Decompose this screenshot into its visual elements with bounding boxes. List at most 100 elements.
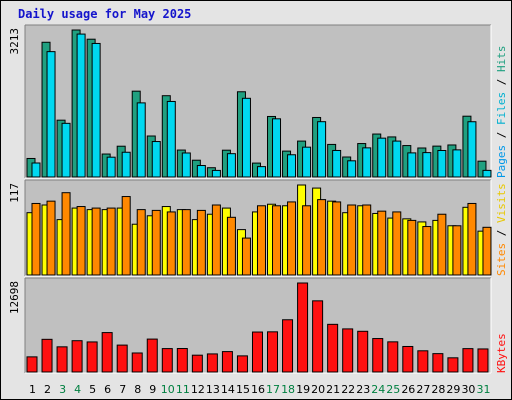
- bar-sites-day-19: [302, 205, 312, 276]
- y-max-label-top: 3213: [8, 28, 21, 55]
- bar-kbytes-day-30: [462, 348, 474, 373]
- bar-sites-day-27: [422, 226, 432, 276]
- bar-sites-day-17: [272, 205, 282, 276]
- bar-sites-day-22: [347, 204, 357, 276]
- bar-kbytes-day-12: [191, 354, 203, 373]
- bar-files-day-8: [136, 102, 146, 178]
- legend-item-hits: Hits: [495, 46, 508, 73]
- bar-sites-day-24: [377, 210, 387, 276]
- legend-bottom: KBytes: [495, 333, 508, 373]
- x-tick-label-11: 11: [176, 383, 190, 396]
- bar-kbytes-day-23: [357, 330, 369, 373]
- bar-kbytes-day-19: [297, 282, 309, 373]
- bar-kbytes-day-7: [116, 344, 128, 373]
- x-tick-label-3: 3: [59, 383, 66, 396]
- bar-kbytes-day-11: [176, 348, 188, 373]
- legend-item-pages: Pages: [495, 145, 508, 178]
- x-tick-label-13: 13: [206, 383, 220, 396]
- bar-sites-day-12: [196, 209, 206, 276]
- bar-kbytes-day-4: [71, 340, 83, 373]
- bar-files-day-3: [61, 122, 71, 178]
- legend-item-files: Files: [495, 92, 508, 125]
- bar-files-day-1: [31, 162, 41, 178]
- bar-kbytes-day-10: [161, 348, 173, 373]
- x-tick-label-9: 9: [149, 383, 156, 396]
- bar-files-day-12: [196, 165, 206, 178]
- bar-files-day-22: [347, 160, 357, 178]
- bar-sites-day-14: [226, 216, 236, 276]
- legend-separator: /: [495, 72, 508, 92]
- x-tick-label-25: 25: [386, 383, 400, 396]
- bar-kbytes-day-2: [41, 338, 53, 373]
- bar-files-day-18: [287, 154, 297, 178]
- x-tick-label-30: 30: [461, 383, 475, 396]
- legend-item-sites: Sites: [495, 243, 508, 276]
- x-tick-label-28: 28: [431, 383, 445, 396]
- bar-sites-day-5: [91, 207, 101, 276]
- x-tick-label-15: 15: [236, 383, 250, 396]
- bar-kbytes-day-17: [267, 331, 279, 373]
- legend-top: Pages / Files / Hits: [495, 46, 508, 179]
- legend-separator: /: [495, 125, 508, 145]
- y-max-label-bottom: 12698: [8, 281, 21, 314]
- bar-kbytes-day-5: [86, 341, 98, 373]
- x-tick-label-22: 22: [341, 383, 355, 396]
- bar-files-day-25: [392, 140, 402, 178]
- x-tick-label-14: 14: [221, 383, 235, 396]
- x-tick-label-23: 23: [356, 383, 370, 396]
- chart-title: Daily usage for May 2025: [18, 7, 192, 21]
- bar-files-day-29: [452, 149, 462, 178]
- bar-kbytes-day-8: [131, 352, 143, 373]
- bar-files-day-20: [317, 121, 327, 178]
- legend-item-visits: Visits: [495, 183, 508, 223]
- bar-files-day-24: [377, 137, 387, 178]
- legend-middle: Sites / Visits: [495, 183, 508, 276]
- x-tick-label-6: 6: [104, 383, 111, 396]
- bar-sites-day-29: [452, 225, 462, 276]
- x-tick-label-17: 17: [266, 383, 280, 396]
- bar-kbytes-day-21: [327, 323, 339, 373]
- x-tick-label-29: 29: [446, 383, 460, 396]
- bar-files-day-19: [302, 146, 312, 178]
- x-tick-label-18: 18: [281, 383, 295, 396]
- bar-kbytes-day-31: [477, 348, 489, 373]
- bar-kbytes-day-16: [251, 331, 263, 373]
- bar-files-day-2: [46, 51, 56, 178]
- bar-sites-day-11: [181, 209, 191, 276]
- x-tick-label-12: 12: [191, 383, 205, 396]
- bar-kbytes-day-1: [26, 356, 38, 373]
- bar-kbytes-day-3: [56, 346, 68, 373]
- bar-sites-day-25: [392, 211, 402, 276]
- legend-item-kbytes: KBytes: [495, 333, 508, 373]
- bar-hits-day-31: [477, 160, 487, 178]
- bar-files-day-31: [482, 169, 492, 178]
- x-tick-label-4: 4: [74, 383, 81, 396]
- bar-files-day-5: [91, 42, 101, 178]
- bar-kbytes-day-26: [402, 345, 414, 373]
- bar-files-day-28: [437, 150, 447, 178]
- bar-kbytes-day-20: [312, 300, 324, 373]
- bar-kbytes-day-15: [236, 355, 248, 373]
- bar-sites-day-20: [317, 199, 327, 276]
- bar-files-day-27: [422, 152, 432, 178]
- x-tick-label-26: 26: [401, 383, 415, 396]
- panel-top: [24, 24, 492, 179]
- bar-files-day-15: [241, 97, 251, 178]
- bar-sites-day-16: [256, 205, 266, 276]
- panel-middle: [24, 179, 492, 277]
- bar-sites-day-3: [61, 192, 71, 276]
- bar-sites-day-31: [482, 226, 492, 276]
- bar-files-day-26: [407, 152, 417, 178]
- bar-files-day-14: [226, 153, 236, 178]
- bar-sites-day-23: [362, 204, 372, 276]
- bar-sites-day-30: [467, 202, 477, 276]
- bar-files-day-16: [256, 166, 266, 178]
- bar-sites-day-26: [407, 219, 417, 276]
- bar-kbytes-day-14: [221, 351, 233, 373]
- x-tick-label-1: 1: [29, 383, 36, 396]
- bar-sites-day-6: [106, 207, 116, 276]
- bar-files-day-4: [76, 33, 86, 178]
- bar-sites-day-10: [166, 211, 176, 276]
- bar-kbytes-day-28: [432, 353, 444, 373]
